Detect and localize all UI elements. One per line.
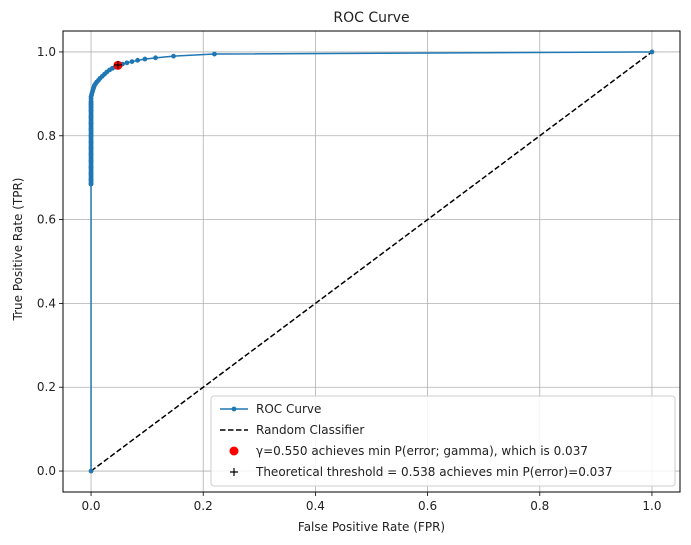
roc-point (129, 59, 135, 64)
legend-roc-marker (231, 406, 237, 412)
roc-point (124, 60, 130, 66)
y-tick-label: 0.6 (37, 213, 56, 227)
legend-optimum-marker (229, 446, 239, 456)
roc-point (88, 171, 94, 176)
roc-point (88, 158, 94, 164)
y-axis-label: True Positive Rate (TPR) (11, 178, 25, 322)
roc-point (88, 177, 94, 183)
roc-point (88, 164, 94, 170)
roc-point (88, 120, 94, 126)
legend-box (210, 395, 676, 487)
theoretical-threshold-marker (113, 60, 122, 69)
legend-entry-label: Theoretical threshold = 0.538 achieves m… (255, 465, 613, 479)
x-axis-label: False Positive Rate (FPR) (298, 520, 445, 534)
y-tick-label: 1.0 (37, 45, 56, 59)
legend-entry-label: γ=0.550 achieves min P(error; gamma), wh… (256, 444, 588, 458)
axis-ticks: 0.0 0.2 0.4 0.6 0.8 1.0 0.0 0.2 0.4 0.6 0.8 1.0 (37, 45, 662, 513)
random-classifier-line (90, 51, 653, 472)
roc-point (88, 145, 94, 151)
y-tick-label: 0.4 (37, 296, 56, 310)
grid (63, 31, 680, 492)
roc-point (88, 181, 94, 187)
legend-entry-label: Random Classifier (256, 423, 364, 437)
x-tick-label: 1.0 (642, 499, 661, 513)
series-layer (88, 49, 655, 474)
roc-point (88, 139, 94, 145)
roc-point (88, 114, 94, 120)
roc-point (142, 56, 148, 62)
roc-point (649, 49, 655, 55)
y-tick-label: 0.8 (37, 129, 56, 143)
roc-point (88, 152, 94, 158)
roc-point (88, 127, 94, 132)
roc-point (153, 55, 158, 61)
roc-point (171, 53, 176, 59)
legend-theoretical-marker (230, 468, 238, 476)
x-tick-label: 0.2 (194, 499, 213, 513)
roc-point (88, 468, 94, 474)
x-tick-label: 0.4 (306, 499, 325, 513)
x-tick-label: 0.6 (418, 499, 437, 513)
roc-point (88, 133, 94, 139)
plot-frame (62, 30, 681, 493)
x-tick-label: 0.0 (81, 499, 100, 513)
roc-point (88, 108, 94, 114)
legend-entry-label: ROC Curve (256, 402, 321, 416)
y-tick-label: 0.0 (37, 464, 56, 478)
legend: ROC Curve Random Classifier γ=0.550 achiev… (210, 395, 676, 487)
y-tick-label: 0.2 (37, 380, 56, 394)
x-tick-label: 0.8 (530, 499, 549, 513)
chart-title: ROC Curve (333, 10, 409, 26)
roc-point (212, 51, 217, 57)
roc-point (135, 57, 141, 63)
